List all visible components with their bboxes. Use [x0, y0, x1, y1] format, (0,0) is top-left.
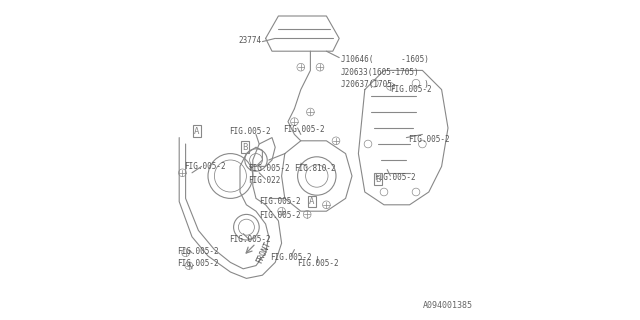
Text: FIG.005-2: FIG.005-2: [298, 260, 339, 268]
Text: FIG.005-2: FIG.005-2: [184, 162, 226, 171]
Text: FIG.005-2: FIG.005-2: [178, 260, 220, 268]
Text: J20637(1705-      ): J20637(1705- ): [340, 80, 429, 89]
Text: FIG.005-2: FIG.005-2: [259, 197, 301, 206]
Text: B: B: [242, 143, 248, 152]
Text: FIG.005-2: FIG.005-2: [408, 135, 450, 144]
Text: J10646(      -1605): J10646( -1605): [340, 55, 429, 64]
Text: 23774: 23774: [239, 36, 262, 44]
Text: A094001385: A094001385: [422, 301, 472, 310]
Text: FRONT: FRONT: [254, 240, 273, 265]
Text: FIG.005-2: FIG.005-2: [390, 85, 432, 94]
Text: B: B: [375, 175, 380, 184]
Text: FIG.005-2: FIG.005-2: [270, 253, 312, 262]
Text: FIG.005-2: FIG.005-2: [374, 173, 416, 182]
Text: FIG.005-2: FIG.005-2: [259, 212, 301, 220]
Text: FIG.005-2: FIG.005-2: [283, 125, 325, 134]
Text: A: A: [194, 127, 200, 136]
Text: FIG.005-2: FIG.005-2: [229, 236, 271, 244]
Text: FIG.005-2: FIG.005-2: [178, 247, 220, 256]
Text: A: A: [309, 197, 315, 206]
Text: FIG.005-2: FIG.005-2: [229, 127, 271, 136]
Text: J20633(1605-1705): J20633(1605-1705): [340, 68, 419, 76]
Text: FIG.022: FIG.022: [248, 176, 280, 185]
Text: FIG.810-2: FIG.810-2: [294, 164, 336, 172]
Text: FIG.005-2: FIG.005-2: [248, 164, 290, 172]
